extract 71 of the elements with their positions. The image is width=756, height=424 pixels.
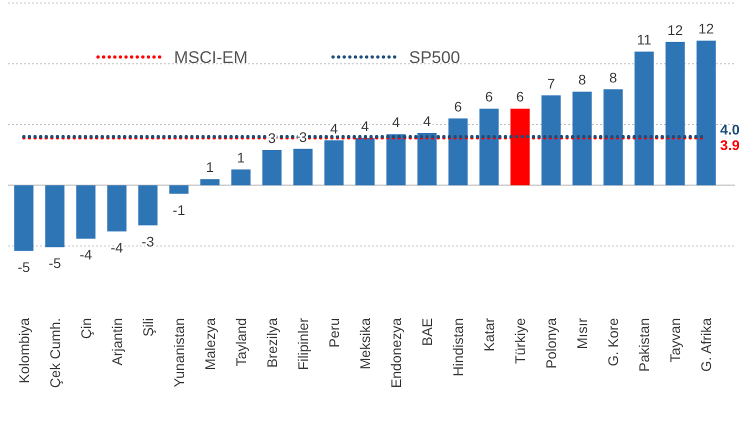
bar <box>293 148 313 186</box>
bar <box>262 150 282 186</box>
bar <box>14 185 34 251</box>
x-tick-label: Meksika <box>357 318 373 370</box>
data-label: -5 <box>18 258 30 275</box>
data-label: 3.9 <box>720 136 740 153</box>
data-label: 12 <box>667 22 684 38</box>
x-tick-label: Pakistan <box>636 318 652 372</box>
x-tick-label: G. Afrika <box>698 318 714 372</box>
data-label: 6 <box>454 98 462 114</box>
data-label: 4 <box>361 118 370 134</box>
bar <box>45 185 64 248</box>
bar <box>448 118 468 186</box>
bar <box>200 179 220 186</box>
bar <box>604 89 623 186</box>
data-label: -4 <box>110 239 124 256</box>
x-tick-label: Tayvan <box>667 318 684 362</box>
bar <box>231 169 251 186</box>
data-label: 11 <box>636 32 652 48</box>
data-label: 6 <box>516 88 524 105</box>
data-label: 1 <box>237 149 246 166</box>
data-label: 3 <box>299 128 308 145</box>
data-label: -3 <box>142 233 154 250</box>
x-tick-label: Katar <box>481 318 498 352</box>
bar <box>541 95 561 186</box>
bar <box>138 185 158 226</box>
data-label: 4.0 <box>720 122 740 138</box>
data-label: 7 <box>547 75 556 92</box>
x-tick-label: Mısır <box>574 318 590 350</box>
bar <box>634 52 654 186</box>
bar <box>417 133 437 186</box>
x-tick-label: Brezilya <box>264 318 280 368</box>
data-label: 12 <box>698 20 714 37</box>
data-label: 8 <box>609 69 618 86</box>
x-tick-label: Peru <box>326 318 342 348</box>
bar <box>572 92 592 186</box>
x-tick-label: Malezya <box>202 318 218 370</box>
data-label: 4 <box>330 120 338 136</box>
bar <box>666 42 685 186</box>
bar <box>479 108 499 186</box>
bar <box>169 185 189 194</box>
bar <box>76 185 96 239</box>
data-label: -4 <box>80 246 92 263</box>
x-tick-label: Tayland <box>232 318 249 366</box>
x-tick-label: Endonezya <box>388 318 404 388</box>
bar <box>324 140 344 186</box>
x-tick-label: G. Kore <box>605 318 622 366</box>
bar <box>355 138 375 186</box>
bar <box>107 185 126 232</box>
data-label: 4 <box>423 113 432 130</box>
x-tick-label: Türkiye <box>512 318 528 364</box>
data-label: 8 <box>578 72 586 88</box>
x-tick-label: Filipinler <box>294 318 311 370</box>
data-label: 6 <box>485 88 494 105</box>
x-tick-label: BAE <box>419 318 436 346</box>
x-tick-label: Hindistan <box>450 318 466 376</box>
x-tick-label: Yunanistan <box>170 318 187 388</box>
x-tick-label: Arjantin <box>108 318 125 366</box>
legend-label: SP500 <box>409 48 460 67</box>
x-tick-label: Polonya <box>543 318 560 369</box>
x-tick-label: Kolombiya <box>16 318 32 384</box>
data-label: -5 <box>48 255 62 272</box>
bar <box>386 134 406 186</box>
x-tick-label: Şili <box>140 318 156 337</box>
bar <box>696 40 716 186</box>
x-tick-label: Çek Cumh. <box>46 318 63 388</box>
data-label: -1 <box>172 202 186 218</box>
data-label: 1 <box>206 159 214 176</box>
legend-label: MSCI-EM <box>174 48 248 67</box>
x-tick-label: Çin <box>78 318 94 340</box>
data-label: 4 <box>392 114 400 130</box>
